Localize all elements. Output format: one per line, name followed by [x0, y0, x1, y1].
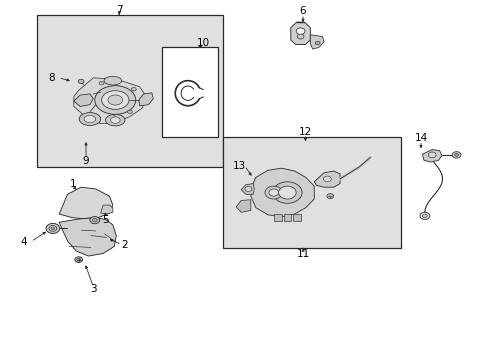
Ellipse shape: [84, 116, 96, 123]
Text: 7: 7: [116, 5, 122, 15]
Text: 9: 9: [82, 156, 89, 166]
Circle shape: [46, 224, 60, 233]
Circle shape: [278, 186, 296, 199]
Text: 10: 10: [196, 38, 209, 48]
Polygon shape: [241, 184, 254, 194]
Polygon shape: [293, 214, 301, 221]
Ellipse shape: [110, 117, 120, 123]
Circle shape: [244, 186, 251, 192]
Polygon shape: [74, 94, 93, 107]
Polygon shape: [314, 171, 339, 187]
Text: 13: 13: [232, 161, 246, 171]
Circle shape: [99, 81, 104, 85]
Circle shape: [75, 257, 82, 262]
Polygon shape: [422, 149, 441, 162]
Text: 3: 3: [90, 284, 97, 294]
Circle shape: [451, 152, 460, 158]
Circle shape: [49, 226, 57, 231]
Circle shape: [51, 227, 55, 230]
Bar: [161, 47, 217, 137]
Ellipse shape: [79, 113, 101, 126]
Circle shape: [77, 258, 81, 261]
Ellipse shape: [95, 86, 136, 114]
Bar: [37, 15, 222, 167]
Ellipse shape: [102, 91, 129, 109]
Circle shape: [323, 176, 330, 182]
Polygon shape: [139, 93, 153, 106]
Circle shape: [92, 219, 97, 222]
Circle shape: [326, 194, 333, 199]
Polygon shape: [74, 78, 147, 124]
Circle shape: [78, 79, 84, 84]
Circle shape: [315, 41, 320, 45]
Text: 11: 11: [296, 248, 309, 258]
Text: 1: 1: [69, 179, 76, 189]
Polygon shape: [250, 168, 314, 217]
Ellipse shape: [104, 76, 122, 85]
Circle shape: [427, 152, 435, 158]
Circle shape: [264, 186, 282, 199]
Polygon shape: [310, 35, 324, 49]
Polygon shape: [59, 218, 116, 256]
Circle shape: [454, 153, 458, 156]
Text: 14: 14: [413, 133, 427, 143]
Circle shape: [272, 182, 302, 203]
Circle shape: [127, 110, 132, 114]
Circle shape: [297, 34, 304, 39]
Text: 5: 5: [102, 215, 109, 225]
Bar: [222, 137, 400, 248]
Text: 12: 12: [298, 127, 311, 136]
Text: 6: 6: [299, 6, 305, 17]
Circle shape: [131, 87, 136, 91]
Circle shape: [419, 212, 429, 220]
Polygon shape: [283, 214, 291, 221]
Polygon shape: [273, 214, 281, 221]
Text: 2: 2: [122, 239, 128, 249]
Text: 4: 4: [21, 237, 27, 247]
Polygon shape: [101, 205, 113, 214]
Ellipse shape: [108, 95, 122, 105]
Polygon shape: [59, 187, 113, 219]
Circle shape: [296, 28, 305, 35]
Polygon shape: [236, 200, 250, 212]
Circle shape: [90, 217, 100, 224]
Text: 8: 8: [48, 73, 55, 83]
Circle shape: [268, 189, 278, 196]
Ellipse shape: [105, 114, 125, 126]
Circle shape: [422, 214, 427, 218]
Polygon shape: [290, 22, 310, 44]
